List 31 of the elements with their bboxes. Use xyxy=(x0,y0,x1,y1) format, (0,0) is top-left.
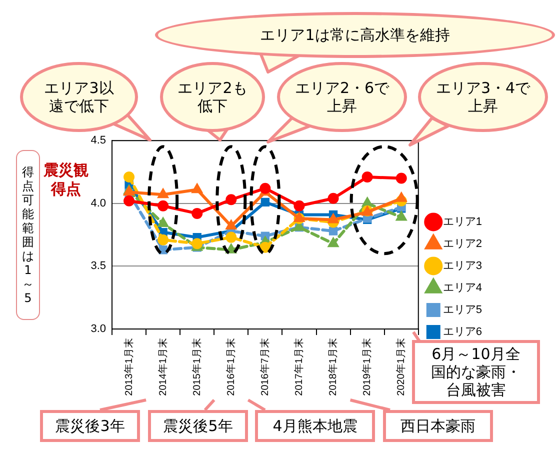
text: 4月熊本地震 xyxy=(255,410,375,442)
y-tick-label: 3.0 xyxy=(90,323,106,336)
x-tick-label: 2017年1月末 xyxy=(292,338,305,396)
legend-label: エリア1 xyxy=(442,216,482,228)
x-tick-label: 2018年1月末 xyxy=(327,338,340,396)
text: エリア2も低下 xyxy=(160,62,265,132)
text: 震災後5年 xyxy=(148,410,248,442)
x-tick-label: 2016年7月末 xyxy=(258,338,271,396)
x-tick-label: 2019年1月末 xyxy=(361,338,374,396)
text: 震災後3年 xyxy=(40,410,140,442)
text: エリア3・4で上昇 xyxy=(418,62,548,132)
text: エリア2・6で上昇 xyxy=(277,62,407,132)
text: エリア1は常に高水準を維持 xyxy=(155,12,555,58)
text: エリア3以遠で低下 xyxy=(20,62,138,132)
legend-label: エリア4 xyxy=(442,282,482,294)
x-tick-label: 2016年1月末 xyxy=(224,338,237,396)
text: 6月～10月全国的な豪雨・台風被害 xyxy=(412,340,540,404)
y-tick-label: 3.5 xyxy=(90,260,106,272)
y-tick-label: 4.5 xyxy=(90,134,106,147)
x-tick-label: 2020年1月末 xyxy=(395,338,408,396)
x-tick-label: 2015年1月末 xyxy=(190,338,203,396)
legend-label: エリア5 xyxy=(442,304,482,316)
x-tick-label: 2014年1月末 xyxy=(156,338,169,396)
text: 得点可能範囲は1～5 xyxy=(22,165,34,305)
legend-label: エリア6 xyxy=(442,326,482,338)
legend-label: エリア3 xyxy=(442,260,482,272)
y-axis-title: 震災観得点 xyxy=(42,160,90,199)
y-tick-label: 4.0 xyxy=(90,197,106,210)
text: 西日本豪雨 xyxy=(383,410,493,442)
legend-label: エリア2 xyxy=(442,238,482,250)
x-tick-label: 2013年1月末 xyxy=(122,338,135,396)
